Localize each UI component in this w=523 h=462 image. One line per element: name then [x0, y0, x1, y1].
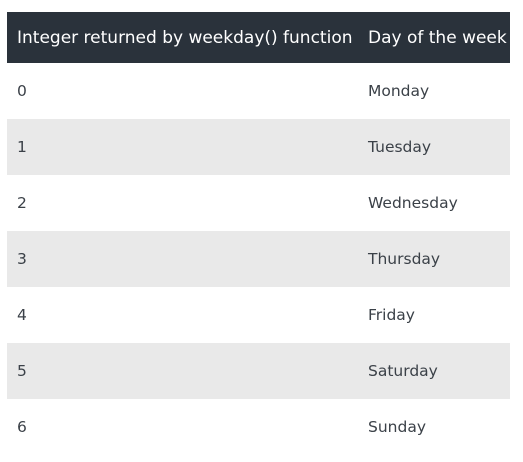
cell-integer: 4: [17, 306, 27, 324]
cell-day: Thursday: [368, 250, 441, 268]
cell-integer: 6: [17, 418, 27, 436]
cell-day: Saturday: [368, 362, 438, 380]
header-day: Day of the week: [368, 27, 507, 48]
cell-day: Tuesday: [368, 138, 432, 156]
table-row: 0 Monday: [7, 63, 510, 119]
table-row: 5 Saturday: [7, 343, 510, 399]
table-row: 3 Thursday: [7, 231, 510, 287]
cell-day: Monday: [368, 82, 430, 100]
table-row: 4 Friday: [7, 287, 510, 343]
table-header: Integer returned by weekday() function D…: [7, 12, 510, 63]
cell-day: Friday: [368, 306, 415, 324]
weekday-table: Integer returned by weekday() function D…: [7, 12, 510, 455]
cell-integer: 1: [17, 138, 27, 156]
cell-integer: 3: [17, 250, 27, 268]
table-row: 6 Sunday: [7, 399, 510, 455]
table-row: 2 Wednesday: [7, 175, 510, 231]
cell-day: Sunday: [368, 418, 426, 436]
cell-integer: 2: [17, 194, 27, 212]
table-row: 1 Tuesday: [7, 119, 510, 175]
cell-day: Wednesday: [368, 194, 458, 212]
header-integer: Integer returned by weekday() function: [17, 27, 353, 48]
cell-integer: 0: [17, 82, 27, 100]
cell-integer: 5: [17, 362, 27, 380]
